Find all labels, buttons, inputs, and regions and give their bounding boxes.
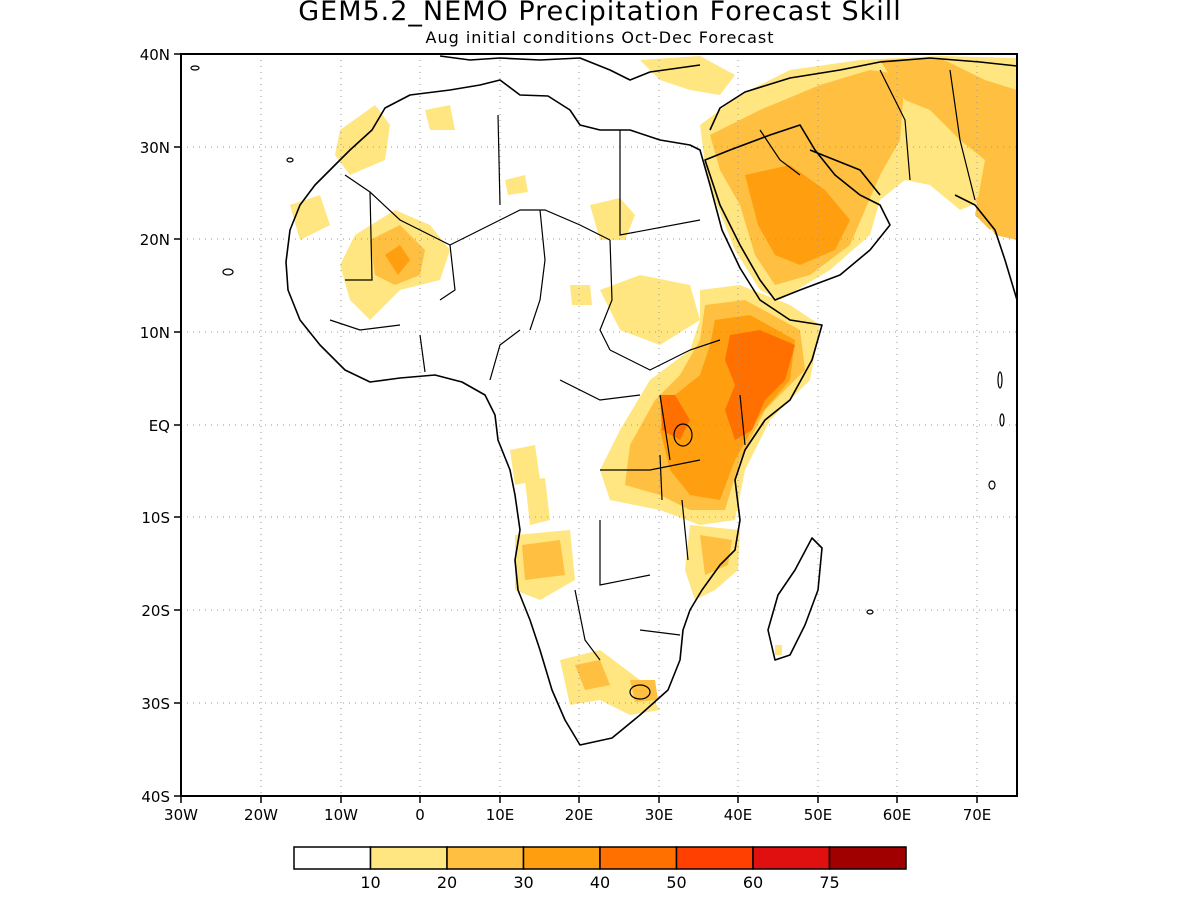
lon-tick-label: 0 bbox=[415, 806, 425, 824]
lat-tick-label: 20S bbox=[141, 602, 170, 620]
colorbar-label: 10 bbox=[360, 873, 380, 892]
shade-libya-10 bbox=[505, 175, 528, 195]
shade-atlas-10 bbox=[425, 105, 455, 130]
map-subtitle: Aug initial conditions Oct-Dec Forecast bbox=[425, 28, 775, 47]
skill-shading bbox=[290, 56, 1017, 715]
africa-coast bbox=[285, 79, 823, 746]
shade-arabia-30 bbox=[745, 165, 850, 265]
lon-tick-label: 70E bbox=[963, 806, 992, 824]
shade-mali-30 bbox=[385, 245, 410, 275]
india-coast bbox=[954, 194, 1017, 301]
shade-sudan-10 bbox=[600, 275, 700, 345]
shade-med-10 bbox=[640, 56, 735, 95]
lon-tick-label: 10W bbox=[324, 806, 358, 824]
colorbar-swatch-10 bbox=[369, 846, 448, 870]
colorbar-swatch-50 bbox=[675, 846, 754, 870]
lat-tick-label: EQ bbox=[149, 417, 170, 435]
colorbar bbox=[293, 846, 907, 870]
lakes-and-islands bbox=[190, 65, 1005, 700]
lat-tick-label: 30S bbox=[141, 695, 170, 713]
shade-egypt-10 bbox=[590, 198, 635, 240]
shade-kenya-40 bbox=[660, 395, 690, 440]
colorbar-swatch-white bbox=[293, 846, 372, 870]
lat-tick-label: 10S bbox=[141, 509, 170, 527]
lon-tick-label: 50E bbox=[804, 806, 833, 824]
lat-tick-label: 10N bbox=[140, 324, 170, 342]
madagascar-coast bbox=[767, 537, 823, 661]
shade-moz-20 bbox=[700, 535, 732, 575]
lon-tick-label: 30W bbox=[164, 806, 198, 824]
colorbar-swatch-20 bbox=[446, 846, 525, 870]
shade-sa-20 bbox=[575, 660, 610, 690]
mideast-coast bbox=[709, 57, 1017, 131]
map-title: GEM5.2_NEMO Precipitation Forecast Skill bbox=[298, 0, 902, 27]
axis-ticks bbox=[174, 53, 978, 803]
colorbar-label: 75 bbox=[819, 873, 839, 892]
country-borders bbox=[329, 69, 976, 661]
shade-iran-20 bbox=[880, 58, 1017, 230]
lon-tick-label: 10E bbox=[486, 806, 515, 824]
lon-tick-label: 40E bbox=[724, 806, 753, 824]
lat-tick-label: 40N bbox=[140, 46, 170, 64]
shade-angola-20 bbox=[522, 540, 565, 580]
colorbar-swatch-60 bbox=[752, 846, 831, 870]
persian-gulf bbox=[809, 149, 881, 196]
lon-tick-label: 60E bbox=[883, 806, 912, 824]
shade-india-20 bbox=[975, 190, 1017, 240]
colorbar-swatch-30 bbox=[522, 846, 601, 870]
colorbar-label: 30 bbox=[513, 873, 533, 892]
shade-gabon-10 bbox=[510, 445, 540, 485]
colorbar-label: 50 bbox=[666, 873, 686, 892]
lon-tick-label: 30E bbox=[645, 806, 674, 824]
shade-mada-10 bbox=[775, 645, 782, 655]
europe-coast bbox=[439, 55, 701, 81]
lon-tick-label: 20E bbox=[565, 806, 594, 824]
shade-east-40 bbox=[725, 330, 795, 440]
lon-tick-label: 20W bbox=[244, 806, 278, 824]
colorbar-label: 60 bbox=[743, 873, 763, 892]
lat-tick-label: 40S bbox=[141, 788, 170, 806]
coastlines bbox=[285, 55, 1017, 746]
lat-tick-label: 20N bbox=[140, 231, 170, 249]
colorbar-label: 40 bbox=[590, 873, 610, 892]
graticule bbox=[181, 54, 1017, 796]
colorbar-label: 20 bbox=[437, 873, 457, 892]
shade-congo-10 bbox=[525, 478, 550, 525]
colorbar-swatch-75 bbox=[828, 846, 907, 870]
lat-tick-label: 30N bbox=[140, 139, 170, 157]
colorbar-swatch-40 bbox=[599, 846, 678, 870]
shade-chad-10 bbox=[570, 285, 592, 305]
arabia-coast bbox=[704, 124, 891, 301]
